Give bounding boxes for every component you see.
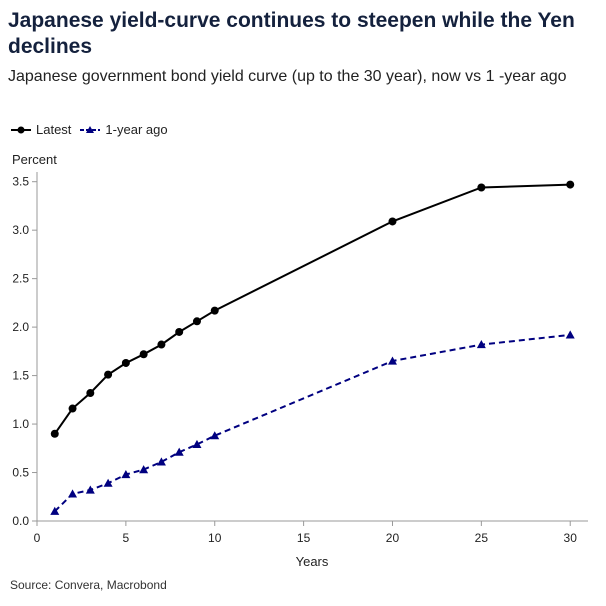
y-tick-label: 2.5 <box>12 272 29 286</box>
data-point-1-year-ago <box>85 485 95 494</box>
data-point-latest <box>50 429 59 438</box>
y-tick-label: 1.5 <box>12 369 29 383</box>
legend-label-1-year-ago: 1-year ago <box>105 122 168 137</box>
data-point-latest <box>157 340 166 349</box>
data-point-1-year-ago <box>121 469 131 479</box>
data-point-latest <box>477 183 486 192</box>
x-tick-label: 20 <box>386 531 400 545</box>
y-tick-label: 2.0 <box>12 320 29 334</box>
legend-item-1-year-ago: 1-year ago <box>79 122 168 137</box>
x-tick-label: 10 <box>208 531 222 545</box>
x-tick-label: 5 <box>123 531 130 545</box>
series-1-year-ago <box>50 330 575 515</box>
source-note: Source: Convera, Macrobond <box>10 578 167 592</box>
legend: Latest 1-year ago <box>10 122 176 137</box>
legend-item-latest: Latest <box>10 122 71 137</box>
y-tick-label: 0.5 <box>12 466 29 480</box>
data-point-1-year-ago <box>50 506 60 515</box>
data-point-1-year-ago <box>156 457 166 466</box>
data-point-1-year-ago <box>387 356 397 365</box>
x-tick-label: 30 <box>564 531 578 545</box>
data-point-1-year-ago <box>192 439 202 449</box>
y-tick-label: 1.0 <box>12 417 29 431</box>
data-point-latest <box>210 306 219 315</box>
legend-label-latest: Latest <box>36 122 72 137</box>
x-tick-label: 0 <box>34 531 41 545</box>
data-point-1-year-ago <box>103 478 113 487</box>
data-point-1-year-ago <box>174 447 184 456</box>
data-point-latest <box>192 317 201 326</box>
data-point-latest <box>175 327 184 336</box>
legend-swatch-1-year-ago <box>80 125 101 133</box>
y-tick-label: 3.0 <box>12 223 29 237</box>
chart-subtitle: Japanese government bond yield curve (up… <box>8 68 567 85</box>
data-point-1-year-ago <box>68 489 78 498</box>
y-tick-label: 0.0 <box>12 514 29 528</box>
data-point-latest <box>388 217 397 226</box>
series-latest <box>50 180 575 438</box>
chart-title: Japanese yield-curve continues to steepe… <box>8 9 575 58</box>
data-point-1-year-ago <box>210 431 220 440</box>
series-line-latest <box>53 183 571 435</box>
data-point-1-year-ago <box>476 340 486 349</box>
data-point-latest <box>566 180 575 189</box>
data-point-latest <box>104 370 113 379</box>
series-layer <box>50 180 575 515</box>
data-point-1-year-ago <box>139 465 149 474</box>
data-point-latest <box>86 389 95 398</box>
x-tick-label: 25 <box>475 531 489 545</box>
data-point-1-year-ago <box>565 330 575 339</box>
x-axis-label: Years <box>296 554 329 569</box>
legend-swatch-latest <box>11 126 31 133</box>
data-point-latest <box>139 350 148 359</box>
y-tick-label: 3.5 <box>12 175 29 189</box>
data-point-latest <box>68 404 77 413</box>
data-point-latest <box>121 358 130 367</box>
axes: 0.0 0.5 1.0 1.5 2.0 2.5 3.0 3.5 0 5 10 15 20 25 30 <box>12 172 588 545</box>
x-tick-label: 15 <box>297 531 311 545</box>
y-axis-label: Percent <box>12 152 57 167</box>
series-line-1-year-ago <box>54 333 571 513</box>
